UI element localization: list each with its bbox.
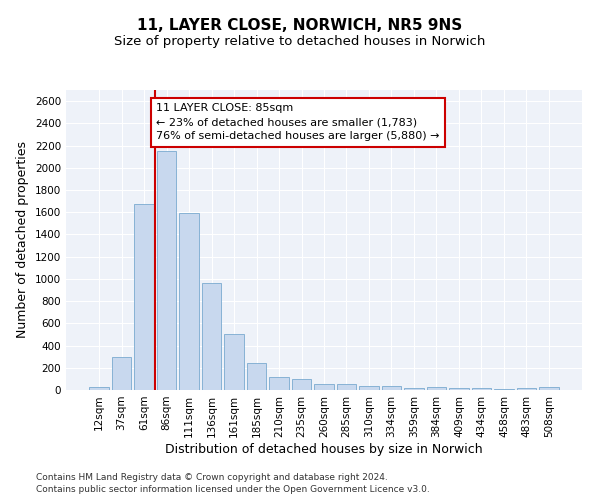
Bar xyxy=(179,214,199,390)
Text: Size of property relative to detached houses in Norwich: Size of property relative to detached ho… xyxy=(115,35,485,48)
Bar xyxy=(247,363,266,390)
Y-axis label: Number of detached properties: Number of detached properties xyxy=(16,142,29,338)
Text: Contains public sector information licensed under the Open Government Licence v3: Contains public sector information licen… xyxy=(36,485,430,494)
Bar xyxy=(404,388,424,390)
Text: 11, LAYER CLOSE, NORWICH, NR5 9NS: 11, LAYER CLOSE, NORWICH, NR5 9NS xyxy=(137,18,463,32)
Bar xyxy=(134,204,154,390)
Bar xyxy=(472,388,491,390)
Bar xyxy=(112,357,131,390)
Bar xyxy=(89,387,109,390)
X-axis label: Distribution of detached houses by size in Norwich: Distribution of detached houses by size … xyxy=(165,442,483,456)
Bar xyxy=(517,388,536,390)
Bar xyxy=(224,334,244,390)
Bar xyxy=(382,386,401,390)
Text: Contains HM Land Registry data © Crown copyright and database right 2024.: Contains HM Land Registry data © Crown c… xyxy=(36,472,388,482)
Bar xyxy=(292,379,311,390)
Bar xyxy=(539,387,559,390)
Bar xyxy=(314,384,334,390)
Bar xyxy=(427,386,446,390)
Bar xyxy=(449,388,469,390)
Bar xyxy=(269,376,289,390)
Bar xyxy=(337,384,356,390)
Text: 11 LAYER CLOSE: 85sqm
← 23% of detached houses are smaller (1,783)
76% of semi-d: 11 LAYER CLOSE: 85sqm ← 23% of detached … xyxy=(157,104,440,142)
Bar xyxy=(202,284,221,390)
Bar xyxy=(359,386,379,390)
Bar xyxy=(157,151,176,390)
